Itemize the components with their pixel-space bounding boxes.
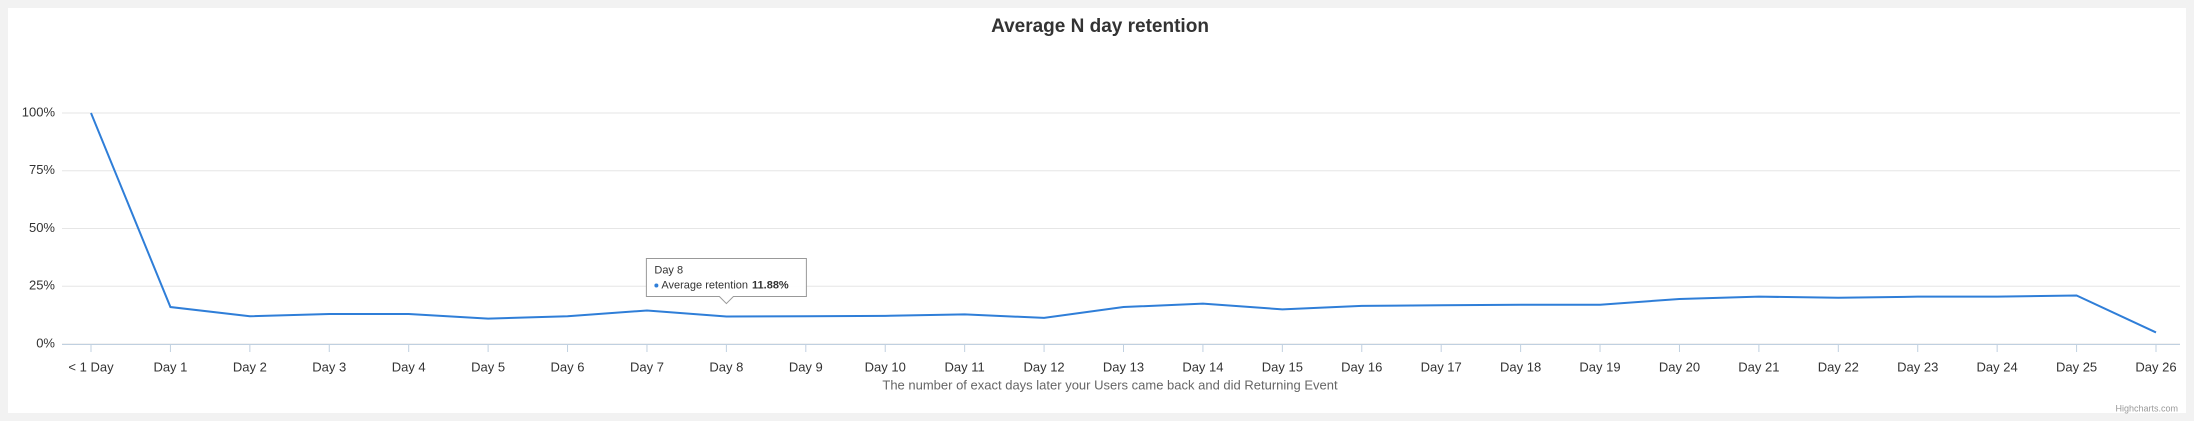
y-tick-label: 50% xyxy=(29,220,55,235)
x-tick-label: Day 20 xyxy=(1659,359,1700,374)
line-series xyxy=(90,112,2157,334)
y-tick-label: 75% xyxy=(29,162,55,177)
y-tick-label: 0% xyxy=(36,335,55,350)
tooltip-marker xyxy=(654,283,659,288)
chart-title: Average N day retention xyxy=(991,16,1209,37)
x-tick-label: Day 4 xyxy=(392,359,426,374)
x-tick-label: Day 21 xyxy=(1738,359,1779,374)
tooltip-title: Day 8 xyxy=(654,264,683,276)
credit: Highcharts.com xyxy=(2115,403,2178,413)
x-tick-label: Day 15 xyxy=(1262,359,1303,374)
x-tick-label: Day 24 xyxy=(1977,359,2018,374)
tooltip-body: Average retention 11.88% xyxy=(661,279,789,291)
tooltip-series-name: Average retention xyxy=(661,279,748,291)
x-tick-label: Day 12 xyxy=(1023,359,1064,374)
x-tick-label: Day 25 xyxy=(2056,359,2097,374)
x-tick-label: Day 5 xyxy=(471,359,505,374)
x-tick-label: Day 2 xyxy=(233,359,267,374)
x-tick-label: Day 22 xyxy=(1818,359,1859,374)
x-tick-label: Day 8 xyxy=(709,359,743,374)
x-tick-label: Day 14 xyxy=(1182,359,1223,374)
x-tick-label: Day 17 xyxy=(1421,359,1462,374)
x-tick-label: Day 3 xyxy=(312,359,346,374)
x-tick-label: Day 26 xyxy=(2135,359,2176,374)
x-tick-label: Day 9 xyxy=(789,359,823,374)
x-tick-label: Day 19 xyxy=(1579,359,1620,374)
tooltip-box xyxy=(645,258,807,305)
x-tick-label: Day 18 xyxy=(1500,359,1541,374)
x-tick-label: Day 6 xyxy=(551,359,585,374)
tooltip-value: 11.88% xyxy=(752,279,789,291)
x-tick-label: < 1 Day xyxy=(68,359,114,374)
x-tick-label: Day 13 xyxy=(1103,359,1144,374)
x-tick-label: Day 16 xyxy=(1341,359,1382,374)
y-tick-label: 25% xyxy=(29,278,55,293)
x-tick-label: Day 23 xyxy=(1897,359,1938,374)
x-tick-label: Day 11 xyxy=(945,359,985,374)
chart-panel xyxy=(8,8,2186,413)
y-tick-label: 100% xyxy=(22,104,56,119)
x-tick-label: Day 1 xyxy=(153,359,187,374)
x-tick-label: Day 7 xyxy=(630,359,664,374)
x-axis-label: The number of exact days later your User… xyxy=(882,377,1338,392)
tooltip: Day 8 Average retention 11.88% xyxy=(645,258,807,305)
x-tick-label: Day 10 xyxy=(865,359,906,374)
